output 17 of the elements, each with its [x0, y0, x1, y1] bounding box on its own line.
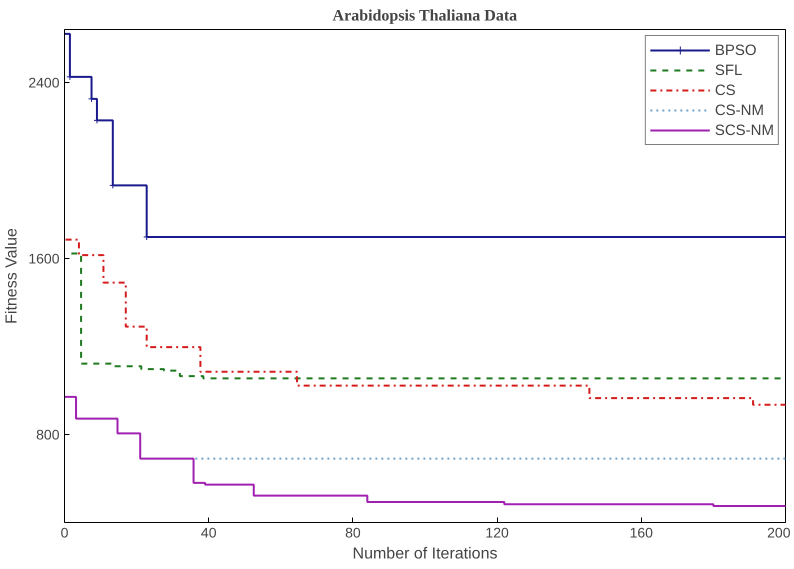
x-tick-label: 120	[485, 524, 509, 540]
x-tick-label: 40	[200, 524, 217, 540]
legend-label: CS	[714, 82, 736, 98]
x-tick-label: 80	[345, 524, 361, 540]
x-axis-title: Number of Iterations	[352, 546, 498, 562]
y-axis-title: Fitness Value	[3, 228, 20, 324]
y-tick-label: 800	[36, 426, 60, 442]
legend-label: SCS-NM	[714, 122, 774, 138]
x-tick-label: 0	[60, 524, 69, 540]
y-tick-label: 1600	[28, 250, 60, 266]
x-tick-label: 200	[767, 524, 791, 540]
chart-title: Arabidopsis Thaliana Data	[332, 8, 518, 24]
x-tick-label: 160	[630, 524, 654, 540]
legend-label: CS-NM	[714, 102, 764, 118]
y-tick-label: 2400	[28, 74, 60, 90]
legend-label: SFL	[714, 62, 742, 78]
legend-label: BPSO	[714, 42, 757, 58]
